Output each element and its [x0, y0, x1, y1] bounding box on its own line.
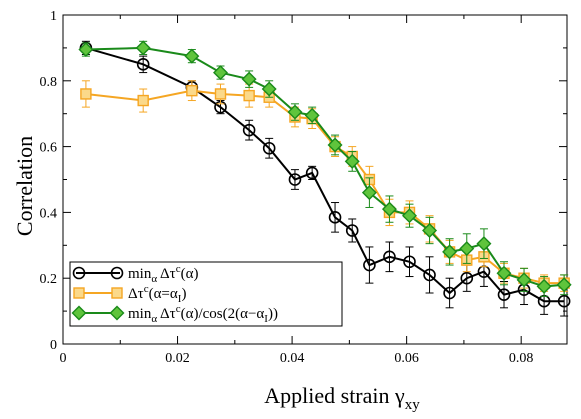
data-point-black — [497, 288, 511, 301]
data-point-green — [184, 48, 200, 64]
y-tick-label: 0.6 — [40, 141, 58, 156]
data-point-green — [459, 241, 475, 257]
legend-label-part: α — [151, 313, 157, 325]
data-point-green — [422, 223, 438, 238]
data-point-green — [344, 153, 360, 169]
legend-label-part: (α)/cos(2(α−α — [181, 306, 265, 322]
data-point-green — [241, 71, 257, 87]
data-point-black — [328, 211, 342, 224]
legend-label-part: Δτ — [157, 266, 176, 282]
data-point-black — [136, 58, 150, 71]
legend-marker-green — [71, 305, 87, 321]
series-line-green — [85, 46, 565, 288]
legend-label-green: minα Δτc(α)/cos(2(α−αI)) — [128, 303, 278, 325]
legend-label-black: minα Δτc(α) — [128, 263, 198, 285]
legend-label-part: c — [176, 303, 181, 315]
data-point-green — [476, 236, 492, 252]
legend-entry-green: minα Δτc(α)/cos(2(α−αI)) — [71, 303, 278, 325]
data-point-green — [261, 81, 277, 97]
legend-label-part: )) — [268, 306, 278, 322]
plot-axes: 0 0.02 0.04 0.06 0.08 0 0.2 0.4 0.6 0.8 1 — [40, 9, 568, 366]
legend-marker-black — [110, 266, 124, 280]
data-point-green — [78, 42, 94, 58]
legend-label-part: (α) — [181, 266, 199, 282]
x-axis-label: Applied strain γxy — [264, 383, 420, 413]
data-point-green — [442, 244, 458, 260]
legend-marker-black — [72, 266, 86, 280]
data-point-green — [327, 137, 343, 153]
y-tick-label: 0.2 — [40, 272, 58, 287]
data-point-black — [242, 123, 256, 137]
data-point-black — [460, 271, 474, 285]
data-point-orange — [137, 94, 149, 107]
data-point-black — [305, 166, 319, 180]
legend-label-part: c — [176, 263, 181, 275]
data-point-black — [262, 141, 276, 155]
legend-label-orange: Δτc(α=αI) — [128, 283, 186, 305]
y-tick-label: 0.4 — [40, 206, 58, 221]
x-tick-label: 0.08 — [509, 351, 534, 366]
data-point-green — [536, 278, 552, 294]
data-point-orange — [186, 84, 198, 97]
legend-label-part: min — [128, 266, 152, 282]
data-point-green — [361, 185, 377, 201]
y-tick-label: 1 — [50, 9, 57, 24]
legend-label-part: (α=α — [149, 286, 178, 302]
legend-label-part: α — [151, 273, 157, 285]
data-point-green — [516, 272, 532, 288]
data-point-black — [345, 224, 359, 237]
series-green — [78, 40, 572, 297]
legend-marker-orange — [73, 287, 85, 299]
y-axis-label: Correlation — [12, 136, 37, 236]
legend-label-part: ) — [181, 286, 186, 302]
legend-label-part: Δτ — [128, 286, 144, 302]
legend-marker-green — [109, 305, 125, 321]
data-point-black — [557, 294, 571, 308]
series-line-orange — [85, 89, 565, 285]
data-point-green — [135, 40, 151, 56]
data-point-black — [363, 258, 376, 272]
legend-label-part: Δτ — [157, 306, 176, 322]
series-layer — [78, 40, 572, 317]
legend-label-part: c — [144, 283, 149, 295]
legend-label-part: min — [128, 306, 152, 322]
data-point-orange — [243, 89, 255, 102]
data-point-black — [383, 250, 396, 264]
data-point-black — [403, 255, 416, 269]
data-point-orange — [214, 88, 227, 100]
x-axis-label-subscript: xy — [405, 397, 421, 413]
legend-entry-orange: Δτc(α=αI) — [73, 283, 186, 305]
x-tick-label: 0.04 — [280, 351, 305, 366]
legend-entry-black: minα Δτc(α) — [72, 263, 198, 285]
x-tick-label: 0 — [60, 351, 67, 366]
data-point-black — [423, 268, 436, 282]
legend-label-part: I — [264, 313, 268, 325]
legend-label-part: I — [178, 293, 182, 305]
legend-marker-orange — [111, 287, 123, 299]
data-point-green — [213, 65, 228, 81]
data-point-green — [381, 201, 397, 217]
data-point-green — [496, 265, 512, 281]
data-point-black — [288, 173, 302, 186]
x-tick-label: 0.02 — [165, 351, 190, 366]
y-tick-label: 0 — [50, 338, 57, 353]
y-tick-label: 0.8 — [40, 75, 58, 90]
data-point-green — [402, 208, 417, 224]
x-tick-label: 0.06 — [394, 351, 419, 366]
x-axis-label-main: Applied strain γ — [264, 383, 405, 408]
legend: minα Δτc(α)Δτc(α=αI)minα Δτc(α)/cos(2(α−… — [69, 261, 343, 327]
data-point-green — [287, 104, 303, 120]
data-point-orange — [80, 88, 92, 100]
data-point-green — [556, 277, 572, 293]
data-point-green — [304, 107, 320, 123]
data-point-black — [443, 286, 456, 300]
